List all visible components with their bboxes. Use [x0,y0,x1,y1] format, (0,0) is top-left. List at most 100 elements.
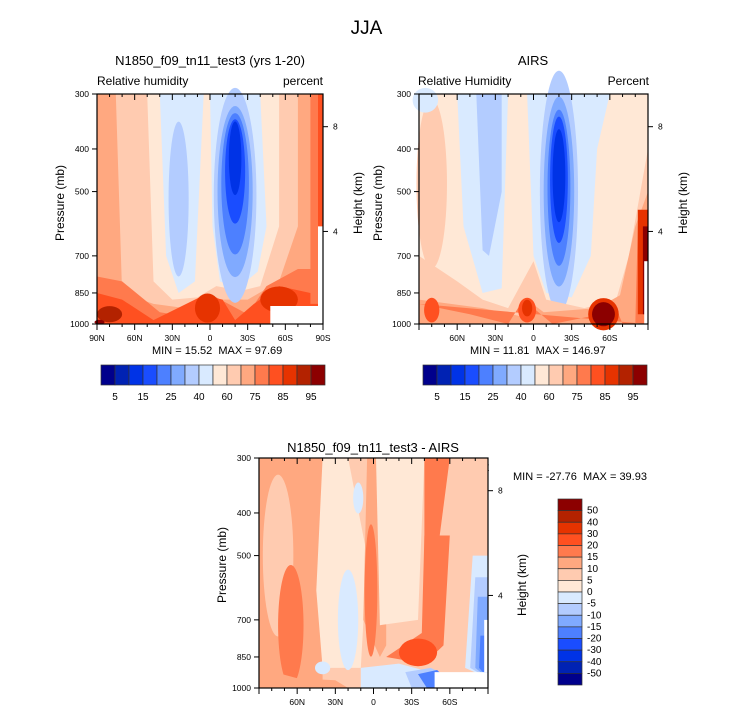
colorbar-label: 95 [305,392,317,403]
missing-data-region [644,261,648,324]
contour-region [424,297,440,323]
y-tick-label: 1000 [232,683,251,693]
colorbar-label: 10 [587,564,599,575]
colorbar-swatch [268,364,284,386]
y-tick-label: 400 [397,144,411,154]
y-tick-label: 300 [75,89,89,99]
colorbar-swatch [548,364,564,386]
panel3-contours [259,458,488,688]
missing-data-region [434,672,488,688]
contour-region [424,458,450,556]
contour-region [353,482,364,514]
colorbar-swatch [557,521,583,535]
panel2-left-label: Relative Humidity [418,74,512,88]
y-tick-label: 850 [237,652,251,662]
panel2-title: AIRS [517,53,549,68]
colorbar-swatch [128,364,144,386]
colorbar-swatch [557,638,583,651]
y-right-tick-label: 4 [333,226,338,236]
panel2-contour-plot: 300 400 500 700 850 1000 8 4 60N 30N 0 30S 60S [392,70,663,343]
y-right-tick-label: 8 [498,486,503,496]
panel1-colorbar: 5 15 25 40 60 75 85 95 [100,364,326,403]
panel1-ylabel: Pressure (mb) [53,165,67,242]
y-right-tick-label: 8 [333,122,338,132]
colorbar-swatch [212,364,228,386]
contour-region [398,638,438,667]
colorbar-label: 25 [165,392,177,403]
colorbar-label: 25 [487,392,499,403]
colorbar-swatch [576,364,592,386]
x-tick-label: 60S [442,697,457,707]
contour-region [364,524,378,657]
y-tick-label: 700 [237,615,251,625]
colorbar-label: -10 [587,610,602,621]
colorbar-swatch [422,364,438,386]
x-tick-label: 0 [531,333,536,343]
y-tick-label: 700 [75,251,89,261]
colorbar-label: 30 [587,529,599,540]
panel1-ylabel-right: Height (km) [351,172,365,235]
colorbar-label: 40 [515,392,527,403]
colorbar-swatch [170,364,186,386]
panel2-ylabel-right: Height (km) [676,172,690,235]
contour-region [416,99,447,269]
missing-data-region [484,619,488,673]
y-right-tick-label: 8 [658,122,663,132]
x-tick-label: 30N [165,333,181,343]
y-tick-label: 400 [237,508,251,518]
colorbar-swatch [557,510,583,523]
y-tick-label: 300 [237,453,251,463]
x-tick-label: 60N [289,697,305,707]
colorbar-label: -5 [587,599,596,610]
colorbar-swatch [557,673,583,686]
contour-region [522,299,533,317]
colorbar-swatch [464,364,480,386]
x-tick-label: 30N [488,333,504,343]
colorbar-label: 5 [112,392,118,403]
colorbar-swatch [450,364,466,386]
colorbar-swatch [114,364,130,386]
colorbar-swatch [184,364,200,386]
colorbar-swatch [436,364,452,386]
contour-region [552,129,566,223]
x-tick-label: 30S [404,697,419,707]
colorbar-swatch [557,626,583,639]
colorbar-swatch [557,603,583,616]
missing-data-region [270,306,323,324]
colorbar-swatch [557,556,583,570]
colorbar-swatch [240,364,256,386]
colorbar-label: 95 [627,392,639,403]
colorbar-swatch [282,364,298,386]
panel3-ylabel-right: Height (km) [515,554,529,617]
missing-data-region [318,226,323,306]
colorbar-swatch [534,364,550,386]
panel2-colorbar: 5 15 25 40 60 75 85 95 [422,364,648,403]
y-tick-label: 500 [75,187,89,197]
contour-region [592,302,615,327]
plot-frame [96,93,324,325]
colorbar-swatch [254,364,270,386]
contour-region [259,667,349,688]
y-tick-label: 500 [237,551,251,561]
plot-frame [418,93,649,325]
x-tick-label: 60N [127,333,143,343]
colorbar-swatch [557,649,583,663]
colorbar-swatch [557,591,583,604]
colorbar-swatch [226,364,242,386]
panel3-contour-plot: 300 400 500 700 850 1000 8 4 60N 30N 0 30S 60S [232,453,503,707]
colorbar-swatch [296,364,312,386]
x-tick-label: 60S [278,333,293,343]
colorbar-label: -20 [587,634,602,645]
x-tick-label: 30N [328,697,344,707]
colorbar-label: 15 [587,552,599,563]
colorbar-label: 5 [587,575,593,586]
x-tick-label: 30S [240,333,255,343]
y-tick-label: 500 [397,187,411,197]
contour-region [314,661,331,675]
panel1-title: N1850_f09_tn11_test3 (yrs 1-20) [115,53,305,68]
panel1-right-label: percent [282,74,323,88]
colorbar-label: 75 [249,392,261,403]
y-right-tick-label: 4 [498,590,503,600]
y-tick-label: 300 [397,89,411,99]
contour-region [318,94,323,227]
